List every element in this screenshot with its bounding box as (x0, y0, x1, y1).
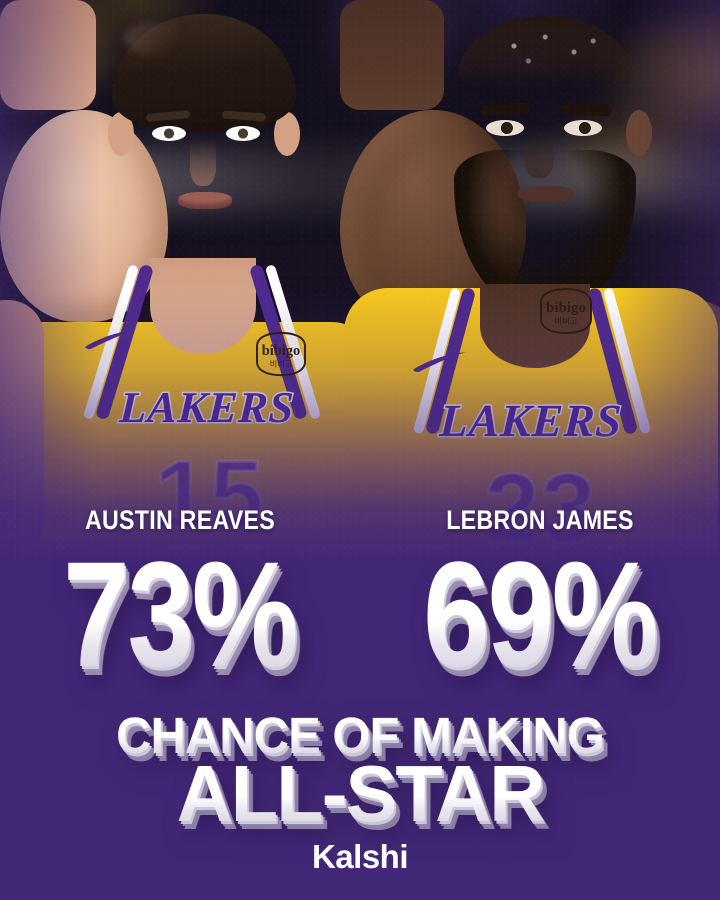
right-player-mouth (518, 186, 574, 202)
player-photo: bibigo 비비고 LAKERS 15 (0, 0, 720, 560)
percent-value-right: 69% (423, 530, 658, 698)
player-name-right: LEBRON JAMES (446, 505, 634, 535)
percentages-row: 73% 69% (0, 530, 720, 698)
player-name-left: AUSTIN REAVES (84, 505, 276, 535)
percent-value-left: 73% (63, 530, 298, 698)
photo-purple-fade (0, 0, 720, 560)
percent-col-right: 69% (360, 530, 720, 698)
headline-line-1: CHANCE OF MAKING (14, 706, 705, 765)
kalshi-wordmark: Kalshi (311, 838, 409, 875)
percent-col-left: 73% (0, 530, 360, 698)
headline-line-2: ALL-STAR (11, 748, 709, 840)
player-names-row: AUSTIN REAVES LEBRON JAMES (0, 505, 720, 536)
